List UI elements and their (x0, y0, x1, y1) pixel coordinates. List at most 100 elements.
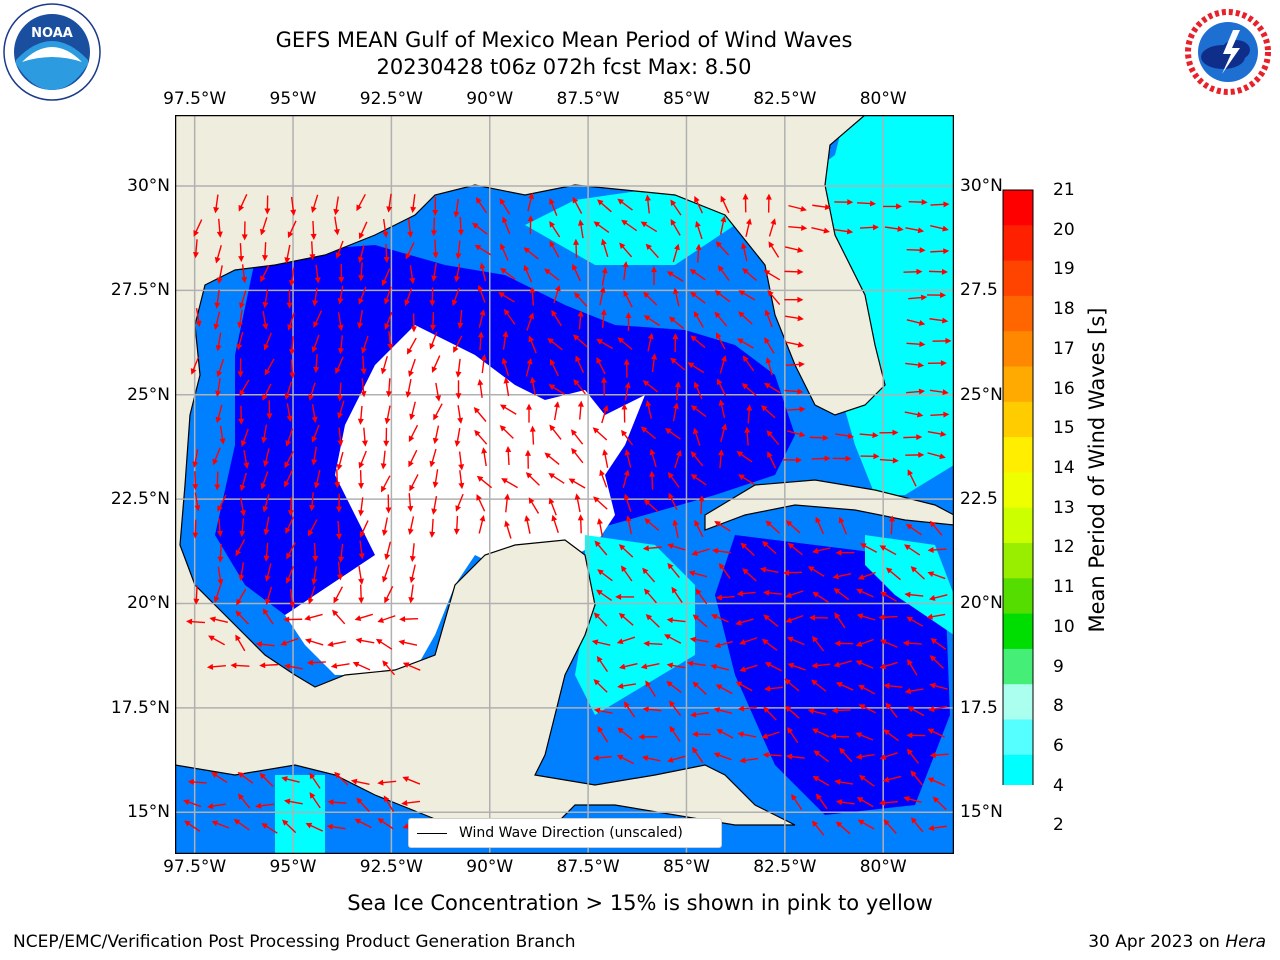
wind-arrow (500, 243, 509, 261)
wind-arrow (785, 341, 805, 348)
wind-arrow (785, 520, 801, 534)
lat-tick-right: 22.5 (960, 489, 998, 510)
wind-arrow (643, 588, 657, 604)
wind-arrow (308, 382, 316, 401)
wind-arrow (217, 543, 224, 563)
wind-arrow (692, 614, 708, 628)
wind-arrow (190, 356, 200, 375)
wind-arrow (455, 358, 462, 378)
wind-arrow (856, 588, 874, 598)
lon-tick-top: 92.5°W (359, 89, 423, 109)
wind-arrow (476, 475, 493, 489)
wind-arrow (529, 376, 536, 396)
wind-arrow (548, 384, 566, 395)
wind-arrow (694, 195, 704, 214)
wind-arrow (399, 616, 419, 623)
wind-arrow (714, 311, 728, 327)
period-4-6-yucatan (575, 535, 695, 715)
wind-arrow (592, 427, 608, 441)
wind-arrow (596, 517, 604, 537)
wind-arrow (687, 362, 705, 374)
wind-arrow (357, 405, 364, 425)
wind-arrow (527, 192, 534, 212)
wind-arrow (337, 312, 344, 332)
lat-tick-left: 17.5°N (110, 697, 170, 718)
wind-arrow (570, 429, 584, 445)
wind-arrow (813, 750, 830, 763)
wind-arrow (883, 682, 903, 689)
wind-arrow (183, 799, 202, 808)
wind-arrow (260, 471, 269, 490)
wind-arrow (904, 544, 921, 556)
wind-arrow (858, 685, 876, 695)
wind-arrow (785, 361, 805, 368)
wind-arrow (710, 663, 730, 671)
wind-arrow (357, 244, 365, 264)
wind-arrow (926, 613, 946, 620)
wind-arrow (737, 731, 757, 738)
wind-arrow (283, 798, 303, 805)
wind-arrow (431, 262, 438, 282)
wind-arrow (746, 404, 753, 424)
wind-arrow (690, 335, 706, 349)
wind-arrow (640, 426, 657, 440)
wind-arrow (737, 705, 757, 712)
wind-arrow (477, 331, 484, 351)
wind-arrow (855, 660, 874, 669)
wind-arrow (384, 286, 392, 305)
wind-arrow (314, 264, 321, 284)
wind-arrow (358, 286, 367, 305)
wind-arrow (645, 614, 660, 628)
wind-arrow (233, 818, 250, 831)
wind-arrow (651, 353, 658, 373)
wind-arrow (429, 448, 437, 468)
wind-arrow (282, 819, 297, 834)
wind-arrow (337, 335, 344, 355)
wind-arrow (577, 514, 584, 534)
wind-arrow (384, 586, 394, 604)
wind-arrow (239, 290, 247, 309)
wind-arrow (857, 200, 877, 207)
wind-arrow (458, 451, 465, 471)
wind-arrow (670, 218, 681, 236)
wind-arrow (928, 706, 947, 712)
wind-arrow (473, 406, 487, 422)
wind-arrow (834, 779, 854, 785)
wind-arrow (405, 379, 412, 398)
lon-tick-top: 95°W (269, 89, 317, 109)
wind-arrow (285, 428, 294, 447)
wind-arrow (788, 224, 808, 231)
wind-arrow (525, 449, 532, 469)
wind-arrow (236, 331, 244, 351)
wind-arrow (834, 228, 854, 235)
wind-arrow (377, 779, 397, 786)
wind-arrow (859, 224, 879, 231)
wind-arrow (547, 337, 563, 351)
wind-arrow (551, 514, 559, 533)
wind-arrow (186, 618, 206, 625)
wind-arrow (906, 732, 926, 739)
wind-arrow (261, 424, 268, 444)
wind-arrow (401, 800, 421, 806)
wind-arrow (718, 399, 726, 419)
wind-arrow (358, 540, 365, 560)
wind-arrow (361, 427, 368, 447)
wind-arrow (454, 263, 461, 283)
wind-arrow (596, 356, 606, 375)
wind-arrow (431, 496, 438, 515)
wind-arrow (715, 241, 730, 256)
wind-arrow (524, 515, 531, 534)
wind-arrow (333, 586, 344, 604)
wind-arrow (336, 451, 344, 471)
wind-arrow (904, 688, 924, 695)
wind-arrow (451, 287, 460, 307)
wind-arrow (620, 565, 633, 582)
wind-arrow (929, 655, 944, 669)
wind-arrow (596, 589, 613, 602)
wind-arrow (838, 516, 848, 535)
wind-arrow (529, 425, 536, 445)
colorbar-tick: 20 (1053, 219, 1075, 240)
wind-arrow (525, 472, 540, 486)
wind-arrow (786, 636, 805, 646)
wind-arrow (879, 545, 897, 556)
